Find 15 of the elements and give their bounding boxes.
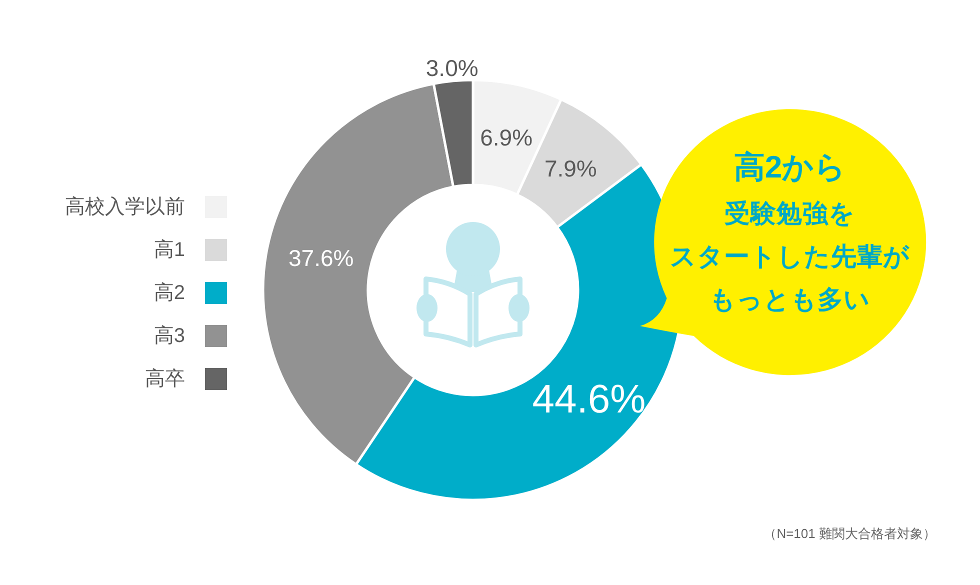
data-label: 6.9% (480, 124, 533, 151)
data-label: 44.6% (532, 377, 646, 422)
text: スタートした先輩が (670, 243, 911, 271)
text: （N=101 難関大合格者対象） (764, 526, 936, 541)
text: 高2から (734, 150, 846, 184)
legend-label: 高3 (154, 324, 185, 347)
data-label: 37.6% (288, 245, 354, 272)
legend-label: 高1 (154, 238, 185, 261)
text: もっとも多い (710, 286, 870, 314)
legend-label: 高卒 (145, 367, 185, 390)
legend-label: 高校入学以前 (65, 195, 185, 218)
data-label: 7.9% (544, 156, 597, 182)
text: 受験勉強を (724, 199, 856, 228)
data-label: 3.0% (426, 54, 478, 81)
legend-label: 高2 (154, 281, 185, 304)
